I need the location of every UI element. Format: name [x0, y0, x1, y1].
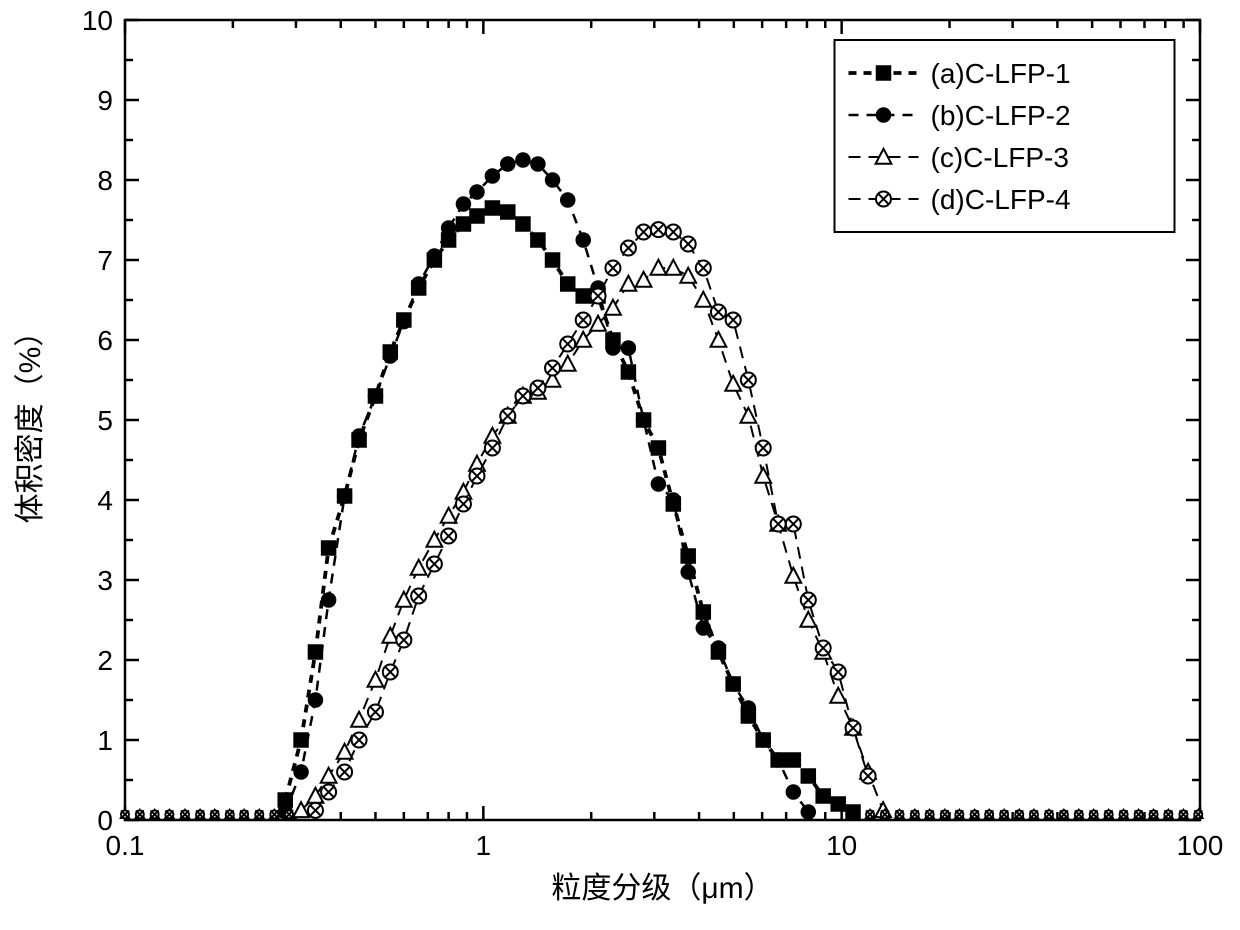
- svg-text:体积密度（%）: 体积密度（%）: [14, 317, 47, 524]
- svg-text:1: 1: [476, 830, 492, 861]
- svg-text:1: 1: [97, 725, 113, 756]
- svg-text:5: 5: [97, 405, 113, 436]
- svg-text:(c)C-LFP-3: (c)C-LFP-3: [931, 142, 1069, 173]
- svg-text:(b)C-LFP-2: (b)C-LFP-2: [931, 100, 1071, 131]
- svg-text:7: 7: [97, 245, 113, 276]
- svg-text:粒度分级（μm）: 粒度分级（μm）: [551, 872, 773, 905]
- chart-container: 012345678910体积密度（%）0.1110100粒度分级（μm）(a)C…: [0, 0, 1240, 930]
- svg-text:6: 6: [97, 325, 113, 356]
- particle-size-chart: 012345678910体积密度（%）0.1110100粒度分级（μm）(a)C…: [0, 0, 1240, 930]
- svg-text:0.1: 0.1: [106, 830, 145, 861]
- svg-text:10: 10: [826, 830, 857, 861]
- svg-text:3: 3: [97, 565, 113, 596]
- svg-text:9: 9: [97, 85, 113, 116]
- svg-text:4: 4: [97, 485, 113, 516]
- svg-text:10: 10: [82, 5, 113, 36]
- legend: (a)C-LFP-1 (b)C-LFP-2 (c)C-LFP-3 (d)C-LFP-4: [835, 40, 1175, 232]
- svg-text:(d)C-LFP-4: (d)C-LFP-4: [931, 184, 1071, 215]
- svg-text:2: 2: [97, 645, 113, 676]
- svg-text:8: 8: [97, 165, 113, 196]
- svg-text:(a)C-LFP-1: (a)C-LFP-1: [931, 58, 1071, 89]
- svg-text:100: 100: [1177, 830, 1224, 861]
